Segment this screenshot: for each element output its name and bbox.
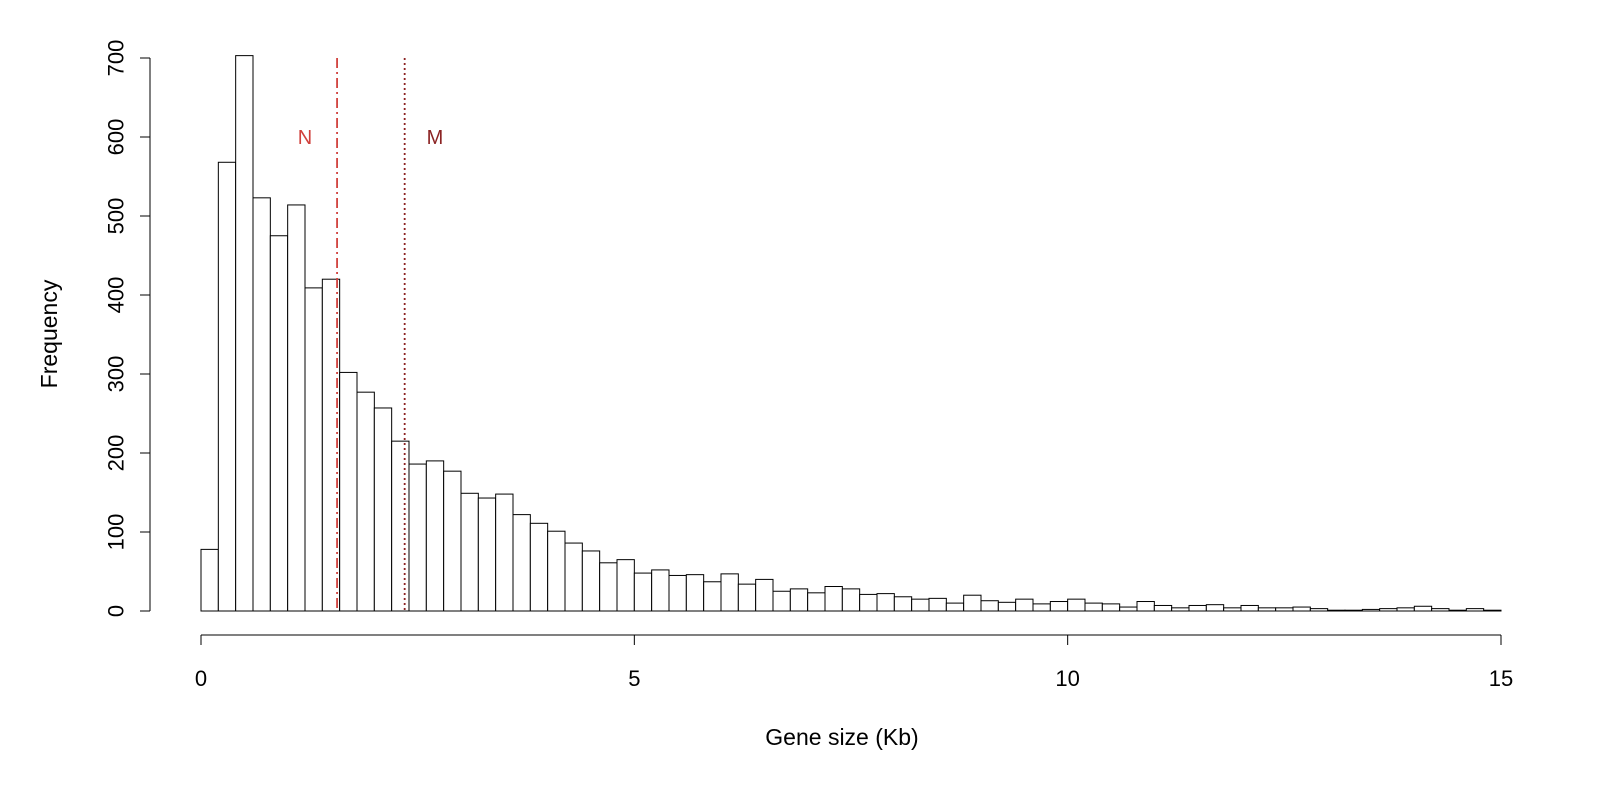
histogram-bar — [391, 440, 410, 612]
histogram-bar — [1240, 604, 1259, 612]
histogram-bar — [807, 592, 826, 612]
histogram-bar — [1483, 609, 1502, 612]
histogram-bar — [668, 574, 687, 612]
histogram-bar — [287, 204, 306, 612]
histogram-bar — [529, 522, 549, 612]
histogram-bar — [876, 593, 895, 612]
histogram-bar — [997, 601, 1017, 612]
histogram-bar — [269, 235, 289, 612]
histogram-bar — [633, 572, 653, 612]
histogram-bar — [1136, 601, 1155, 612]
histogram-bar — [252, 197, 271, 612]
histogram-bar — [373, 407, 393, 612]
histogram-bar — [356, 391, 375, 612]
y-axis-title: Frequency — [36, 279, 62, 388]
y-tick-label: 600 — [104, 119, 129, 156]
histogram-bar — [1067, 598, 1086, 612]
histogram-bar — [1309, 608, 1329, 612]
histogram-bar — [581, 550, 601, 612]
histogram-bar — [477, 497, 497, 612]
histogram-bar — [1396, 607, 1415, 612]
histogram-bar — [737, 583, 757, 612]
histogram-bar — [235, 55, 254, 612]
histogram-bar — [1032, 603, 1051, 612]
x-axis-title: Gene size (Kb) — [765, 724, 918, 750]
histogram-bar — [1119, 606, 1138, 612]
y-tick-label: 700 — [104, 40, 129, 77]
histogram-bar — [1431, 608, 1450, 612]
histogram-bar — [841, 588, 861, 612]
histogram-bar — [1327, 609, 1346, 612]
histogram-bar — [1101, 603, 1121, 612]
histogram-bar — [945, 602, 965, 612]
histogram-bar — [547, 530, 566, 612]
histogram-bar — [1015, 598, 1034, 612]
reference-label-n: N — [298, 127, 312, 149]
histogram-bar — [963, 594, 982, 612]
histogram-bar — [512, 514, 531, 612]
histogram-bar — [1361, 608, 1381, 612]
histogram-bar — [339, 371, 358, 612]
histogram-bar — [703, 581, 722, 612]
histogram-bar — [1223, 607, 1242, 612]
histogram-bar — [651, 569, 670, 612]
histogram-bar — [755, 578, 774, 612]
histogram-bar — [1413, 605, 1433, 612]
histogram-bar — [1153, 604, 1173, 612]
histogram-bar — [460, 492, 479, 612]
x-tick-label: 5 — [628, 666, 640, 691]
histogram-bar — [564, 542, 583, 612]
histogram-bar — [1049, 601, 1069, 612]
histogram-bar — [1171, 607, 1190, 612]
histogram-bar — [1188, 604, 1207, 612]
histogram-bar — [824, 586, 843, 612]
y-axis: 0 100 200 300 400 500 600 700 — [104, 40, 151, 617]
histogram-bar — [772, 590, 791, 612]
histogram-bar — [408, 463, 427, 612]
histogram-bar — [443, 470, 462, 612]
histogram-bar — [685, 574, 705, 612]
histogram-bar — [599, 562, 618, 612]
x-tick-label: 10 — [1055, 666, 1079, 691]
histogram-bar — [911, 598, 930, 612]
y-tick-label: 200 — [104, 435, 129, 472]
histogram-bar — [1084, 602, 1103, 612]
histogram-bar — [1257, 607, 1277, 612]
histogram-bar — [893, 596, 913, 612]
histogram-bar — [495, 493, 514, 612]
histogram-bar — [928, 597, 947, 612]
histogram-bar — [1275, 607, 1294, 612]
histogram-bar — [304, 287, 323, 612]
y-tick-label: 300 — [104, 356, 129, 393]
histogram-bar — [1448, 609, 1467, 612]
histogram-bar — [200, 548, 219, 612]
histogram-bar — [980, 600, 999, 612]
histogram-bar — [217, 161, 237, 612]
histogram-bar — [425, 460, 445, 612]
y-tick-label: 500 — [104, 198, 129, 235]
histogram-bar — [616, 559, 635, 612]
x-tick-label: 15 — [1489, 666, 1513, 691]
histogram-bar — [1379, 608, 1398, 612]
histogram-bar — [1344, 609, 1363, 612]
y-tick-label: 100 — [104, 514, 129, 551]
histogram-bar — [720, 573, 739, 612]
histogram-bars — [200, 55, 1502, 612]
y-tick-label: 400 — [104, 277, 129, 314]
x-tick-label: 0 — [195, 666, 207, 691]
x-axis: 0 5 10 15 — [195, 634, 1513, 691]
y-tick-label: 0 — [104, 605, 129, 617]
histogram-bar — [1292, 606, 1311, 612]
reference-label-m: M — [427, 127, 444, 149]
histogram-bar — [789, 588, 809, 612]
histogram-bar — [1205, 604, 1225, 612]
histogram-bar — [859, 593, 878, 612]
histogram-bar — [1465, 608, 1485, 612]
